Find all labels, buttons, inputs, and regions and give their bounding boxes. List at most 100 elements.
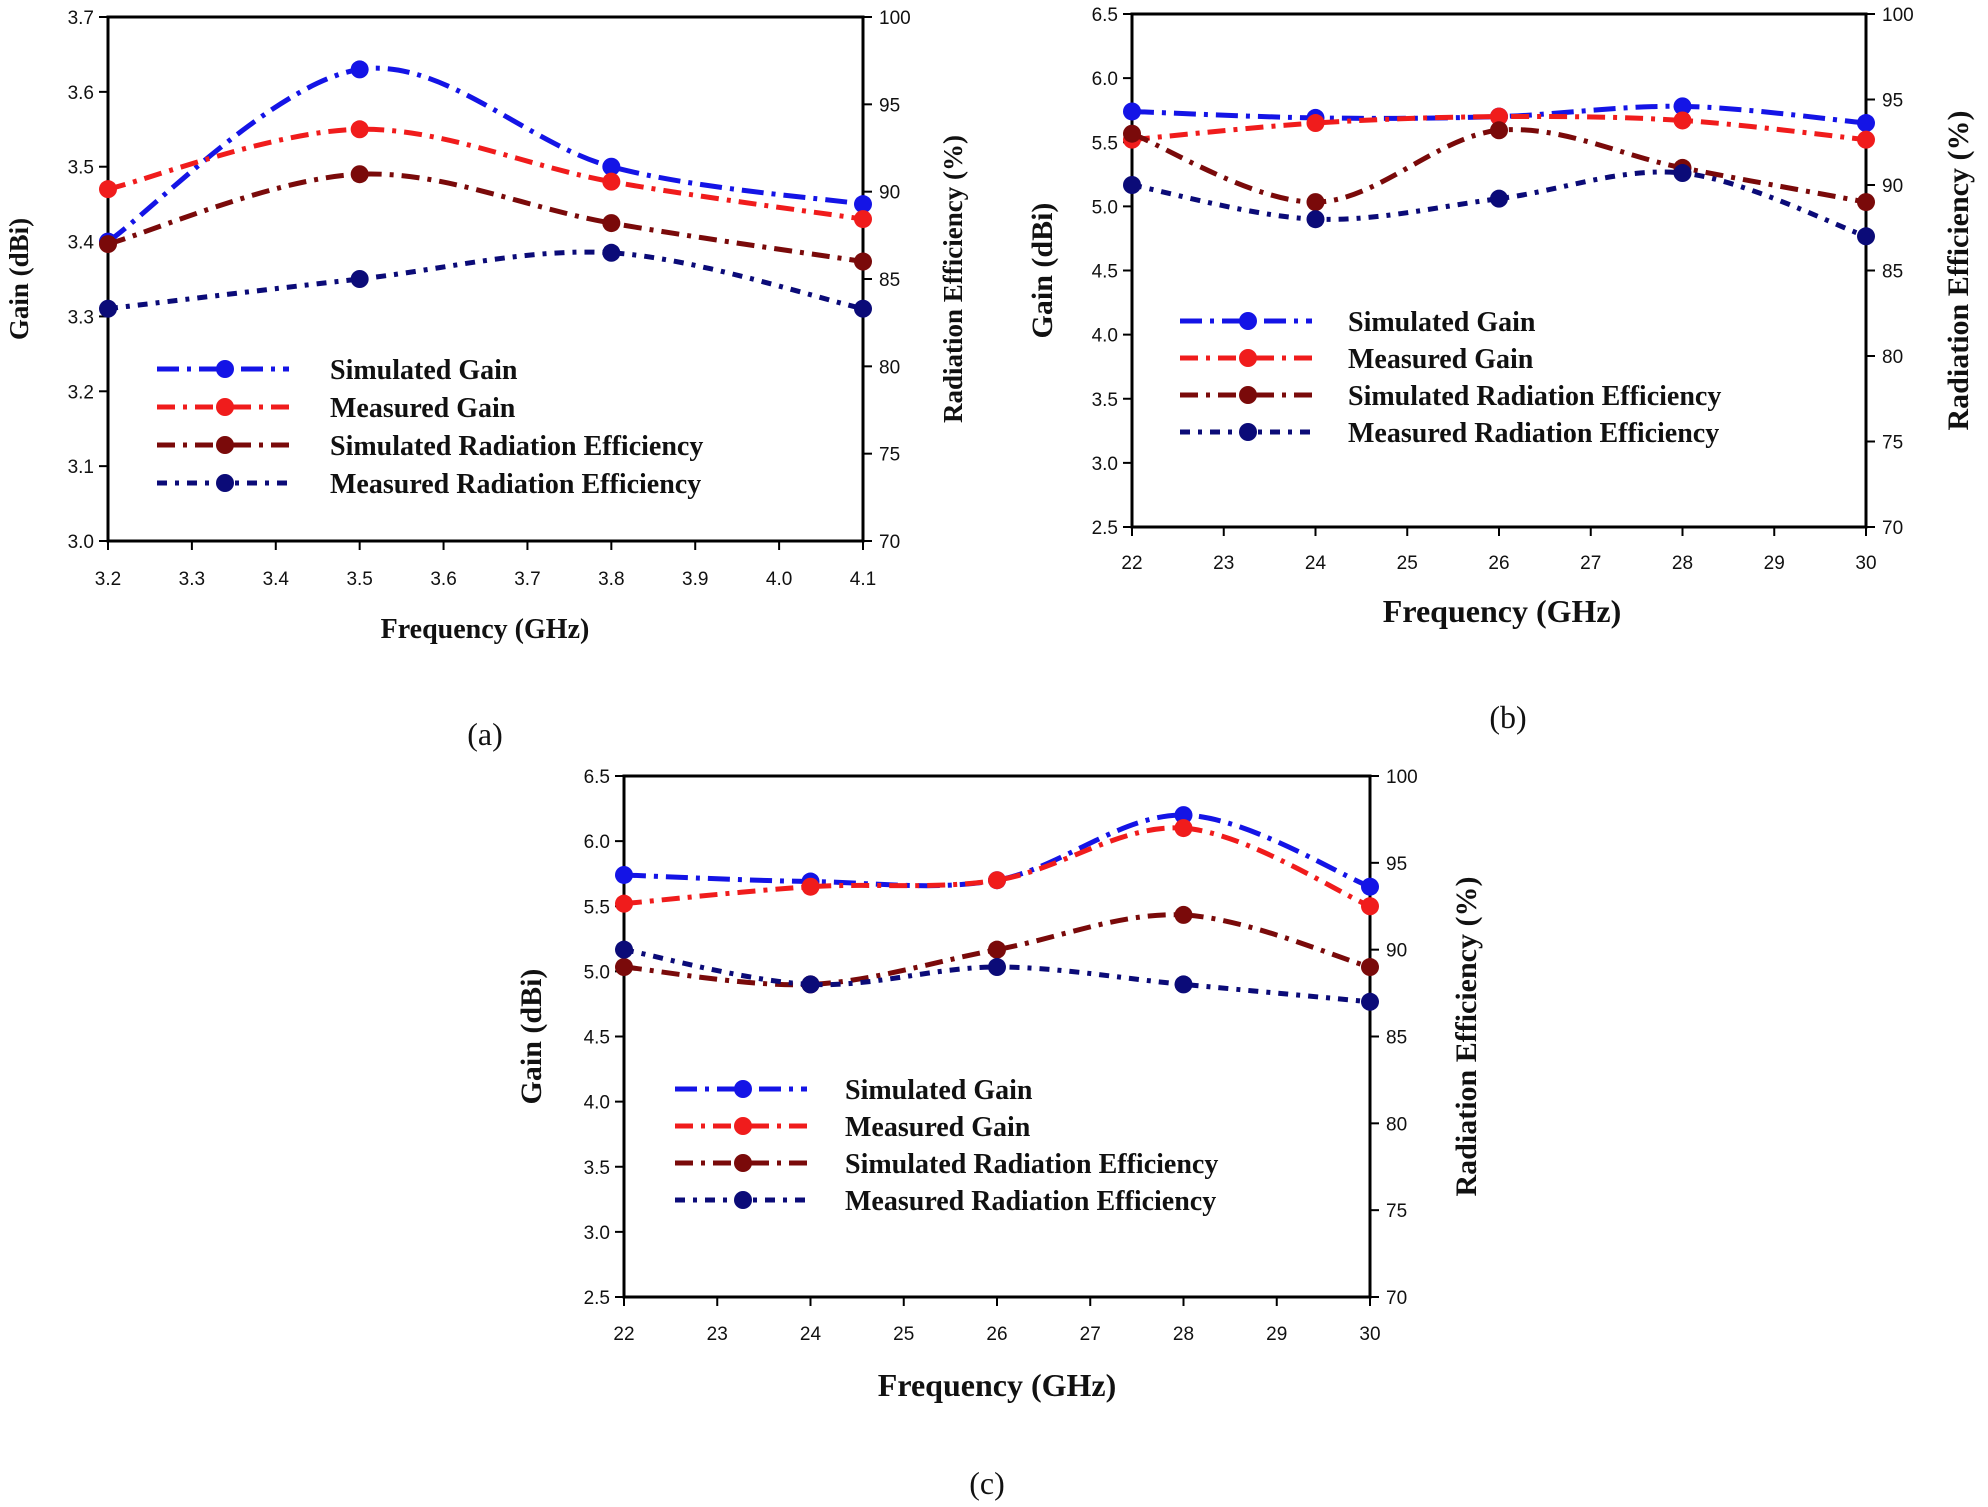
x-tick-label: 30 (1855, 553, 1876, 574)
measured-gain-point (1174, 819, 1193, 838)
simulated-gain-legend-marker (734, 1080, 752, 1098)
measured-gain-point (1857, 130, 1875, 149)
measured-radiation-efficiency-point (350, 270, 369, 288)
y-tick-label: 4.0 (584, 1093, 610, 1114)
x-tick-label: 3.8 (598, 569, 624, 590)
y2-tick-label: 100 (1386, 767, 1418, 788)
y2-tick-label: 75 (879, 445, 900, 466)
simulated-radiation-efficiency-legend-label: Simulated Radiation Efficiency (1348, 381, 1721, 412)
x-tick-label: 26 (1488, 553, 1509, 574)
x-axis-title: Frequency (GHz) (381, 614, 590, 645)
measured-radiation-efficiency-point (1306, 210, 1325, 229)
x-tick-label: 3.7 (514, 569, 540, 590)
legend: Simulated Gain Measured Gain Simulated Rad… (157, 355, 703, 500)
y-tick-label: 5.5 (1092, 133, 1118, 154)
x-tick-label: 22 (613, 1324, 634, 1345)
y2-tick-label: 100 (879, 8, 911, 29)
measured-gain-point (99, 180, 117, 199)
x-tick-label: 28 (1173, 1324, 1194, 1345)
y2-tick-label: 80 (879, 357, 900, 378)
measured-gain-point (854, 210, 872, 229)
simulated-gain-point (1174, 806, 1193, 825)
simulated-radiation-efficiency-legend-marker (216, 436, 234, 454)
measured-gain-point (1490, 107, 1508, 126)
y2-tick-label: 70 (879, 532, 900, 553)
y2-tick-label: 100 (1882, 5, 1914, 26)
measured-gain-legend-marker (216, 398, 234, 416)
measured-gain-legend-label: Measured Gain (330, 393, 516, 424)
x-tick-label: 23 (707, 1324, 728, 1345)
measured-radiation-efficiency-point (801, 975, 820, 994)
y2-tick-label: 95 (1882, 91, 1903, 112)
y2-tick-label: 75 (1882, 433, 1903, 454)
legend: Simulated Gain Measured Gain Simulated Rad… (1180, 307, 1721, 449)
y-tick-label: 6.0 (1092, 69, 1118, 90)
y-tick-label: 3.4 (68, 233, 95, 254)
x-tick-label: 30 (1359, 1324, 1380, 1345)
y-tick-label: 5.0 (584, 962, 610, 983)
measured-gain-legend-label: Measured Gain (845, 1112, 1031, 1143)
measured-gain-point (1306, 114, 1325, 133)
measured-radiation-efficiency-point (602, 243, 621, 262)
y-axis-title: Gain (dBi) (4, 218, 34, 340)
y2-tick-label: 90 (1386, 941, 1407, 962)
y-tick-label: 3.5 (584, 1158, 610, 1179)
y-tick-label: 3.0 (1092, 454, 1118, 475)
measured-gain-legend-marker (1239, 349, 1257, 367)
measured-gain-point (1361, 897, 1379, 916)
y-tick-label: 6.0 (584, 832, 610, 853)
y-tick-label: 3.5 (1092, 390, 1118, 411)
plot-frame (106, 15, 865, 543)
panel-label: (c) (969, 1465, 1005, 1501)
plot-frame (1130, 12, 1868, 529)
x-tick-label: 27 (1080, 1324, 1101, 1345)
y-axis-title: Gain (dBi) (515, 969, 548, 1105)
simulated-radiation-efficiency-line (623, 912, 1371, 988)
x-tick-label: 3.4 (263, 569, 290, 590)
y-tick-label: 3.7 (68, 8, 94, 29)
simulated-gain-legend-label: Simulated Gain (845, 1075, 1033, 1106)
x-tick-label: 4.0 (766, 569, 792, 590)
x-tick-label: 25 (1397, 553, 1418, 574)
measured-gain-line (623, 825, 1371, 909)
simulated-gain-legend-marker (216, 360, 234, 378)
simulated-gain-line (623, 812, 1371, 890)
simulated-gain-legend-marker (1239, 312, 1257, 330)
measured-radiation-efficiency-line (623, 947, 1371, 1005)
chart-panel-b: 22 23 24 25 26 27 28 29 30 2.5 3.0 3.5 4.0 4.5 5.0 5.5 6… (1026, 5, 1975, 735)
y-tick-label: 6.5 (1092, 5, 1118, 26)
measured-radiation-efficiency-legend-label: Measured Radiation Efficiency (1348, 418, 1719, 449)
simulated-radiation-efficiency-point (350, 165, 369, 184)
simulated-radiation-efficiency-legend-marker (1239, 386, 1257, 404)
simulated-gain-line (106, 65, 864, 244)
y-tick-label: 3.1 (68, 457, 94, 478)
y-tick-label: 5.0 (1092, 197, 1118, 218)
y2-tick-label: 95 (879, 95, 900, 116)
simulated-radiation-efficiency-point (615, 958, 633, 977)
x-tick-label: 29 (1764, 553, 1785, 574)
y-tick-label: 2.5 (1092, 518, 1118, 539)
simulated-radiation-efficiency-point (854, 252, 872, 271)
y-axis-title: Gain (dBi) (1026, 203, 1059, 339)
measured-radiation-efficiency-point (1174, 975, 1193, 994)
y2-tick-label: 80 (1882, 347, 1903, 368)
measured-gain-point (350, 120, 369, 139)
simulated-gain-point (854, 195, 872, 214)
simulated-gain-point (1361, 877, 1379, 896)
y2-tick-label: 80 (1386, 1114, 1407, 1135)
x-tick-label: 22 (1121, 553, 1142, 574)
y-tick-label: 4.5 (584, 1028, 610, 1049)
measured-radiation-efficiency-legend-label: Measured Radiation Efficiency (845, 1186, 1216, 1217)
measured-radiation-efficiency-point (988, 958, 1006, 977)
simulated-radiation-efficiency-legend-label: Simulated Radiation Efficiency (845, 1149, 1218, 1180)
y-tick-label: 6.5 (584, 767, 610, 788)
x-tick-label: 3.9 (682, 569, 708, 590)
x-tick-label: 28 (1672, 553, 1693, 574)
measured-radiation-efficiency-point (1490, 189, 1508, 208)
y-tick-label: 3.3 (68, 307, 94, 328)
simulated-radiation-efficiency-legend-label: Simulated Radiation Efficiency (330, 431, 703, 462)
measured-radiation-efficiency-legend-marker (216, 474, 234, 492)
measured-gain-point (1673, 111, 1692, 130)
simulated-radiation-efficiency-point (988, 940, 1006, 959)
